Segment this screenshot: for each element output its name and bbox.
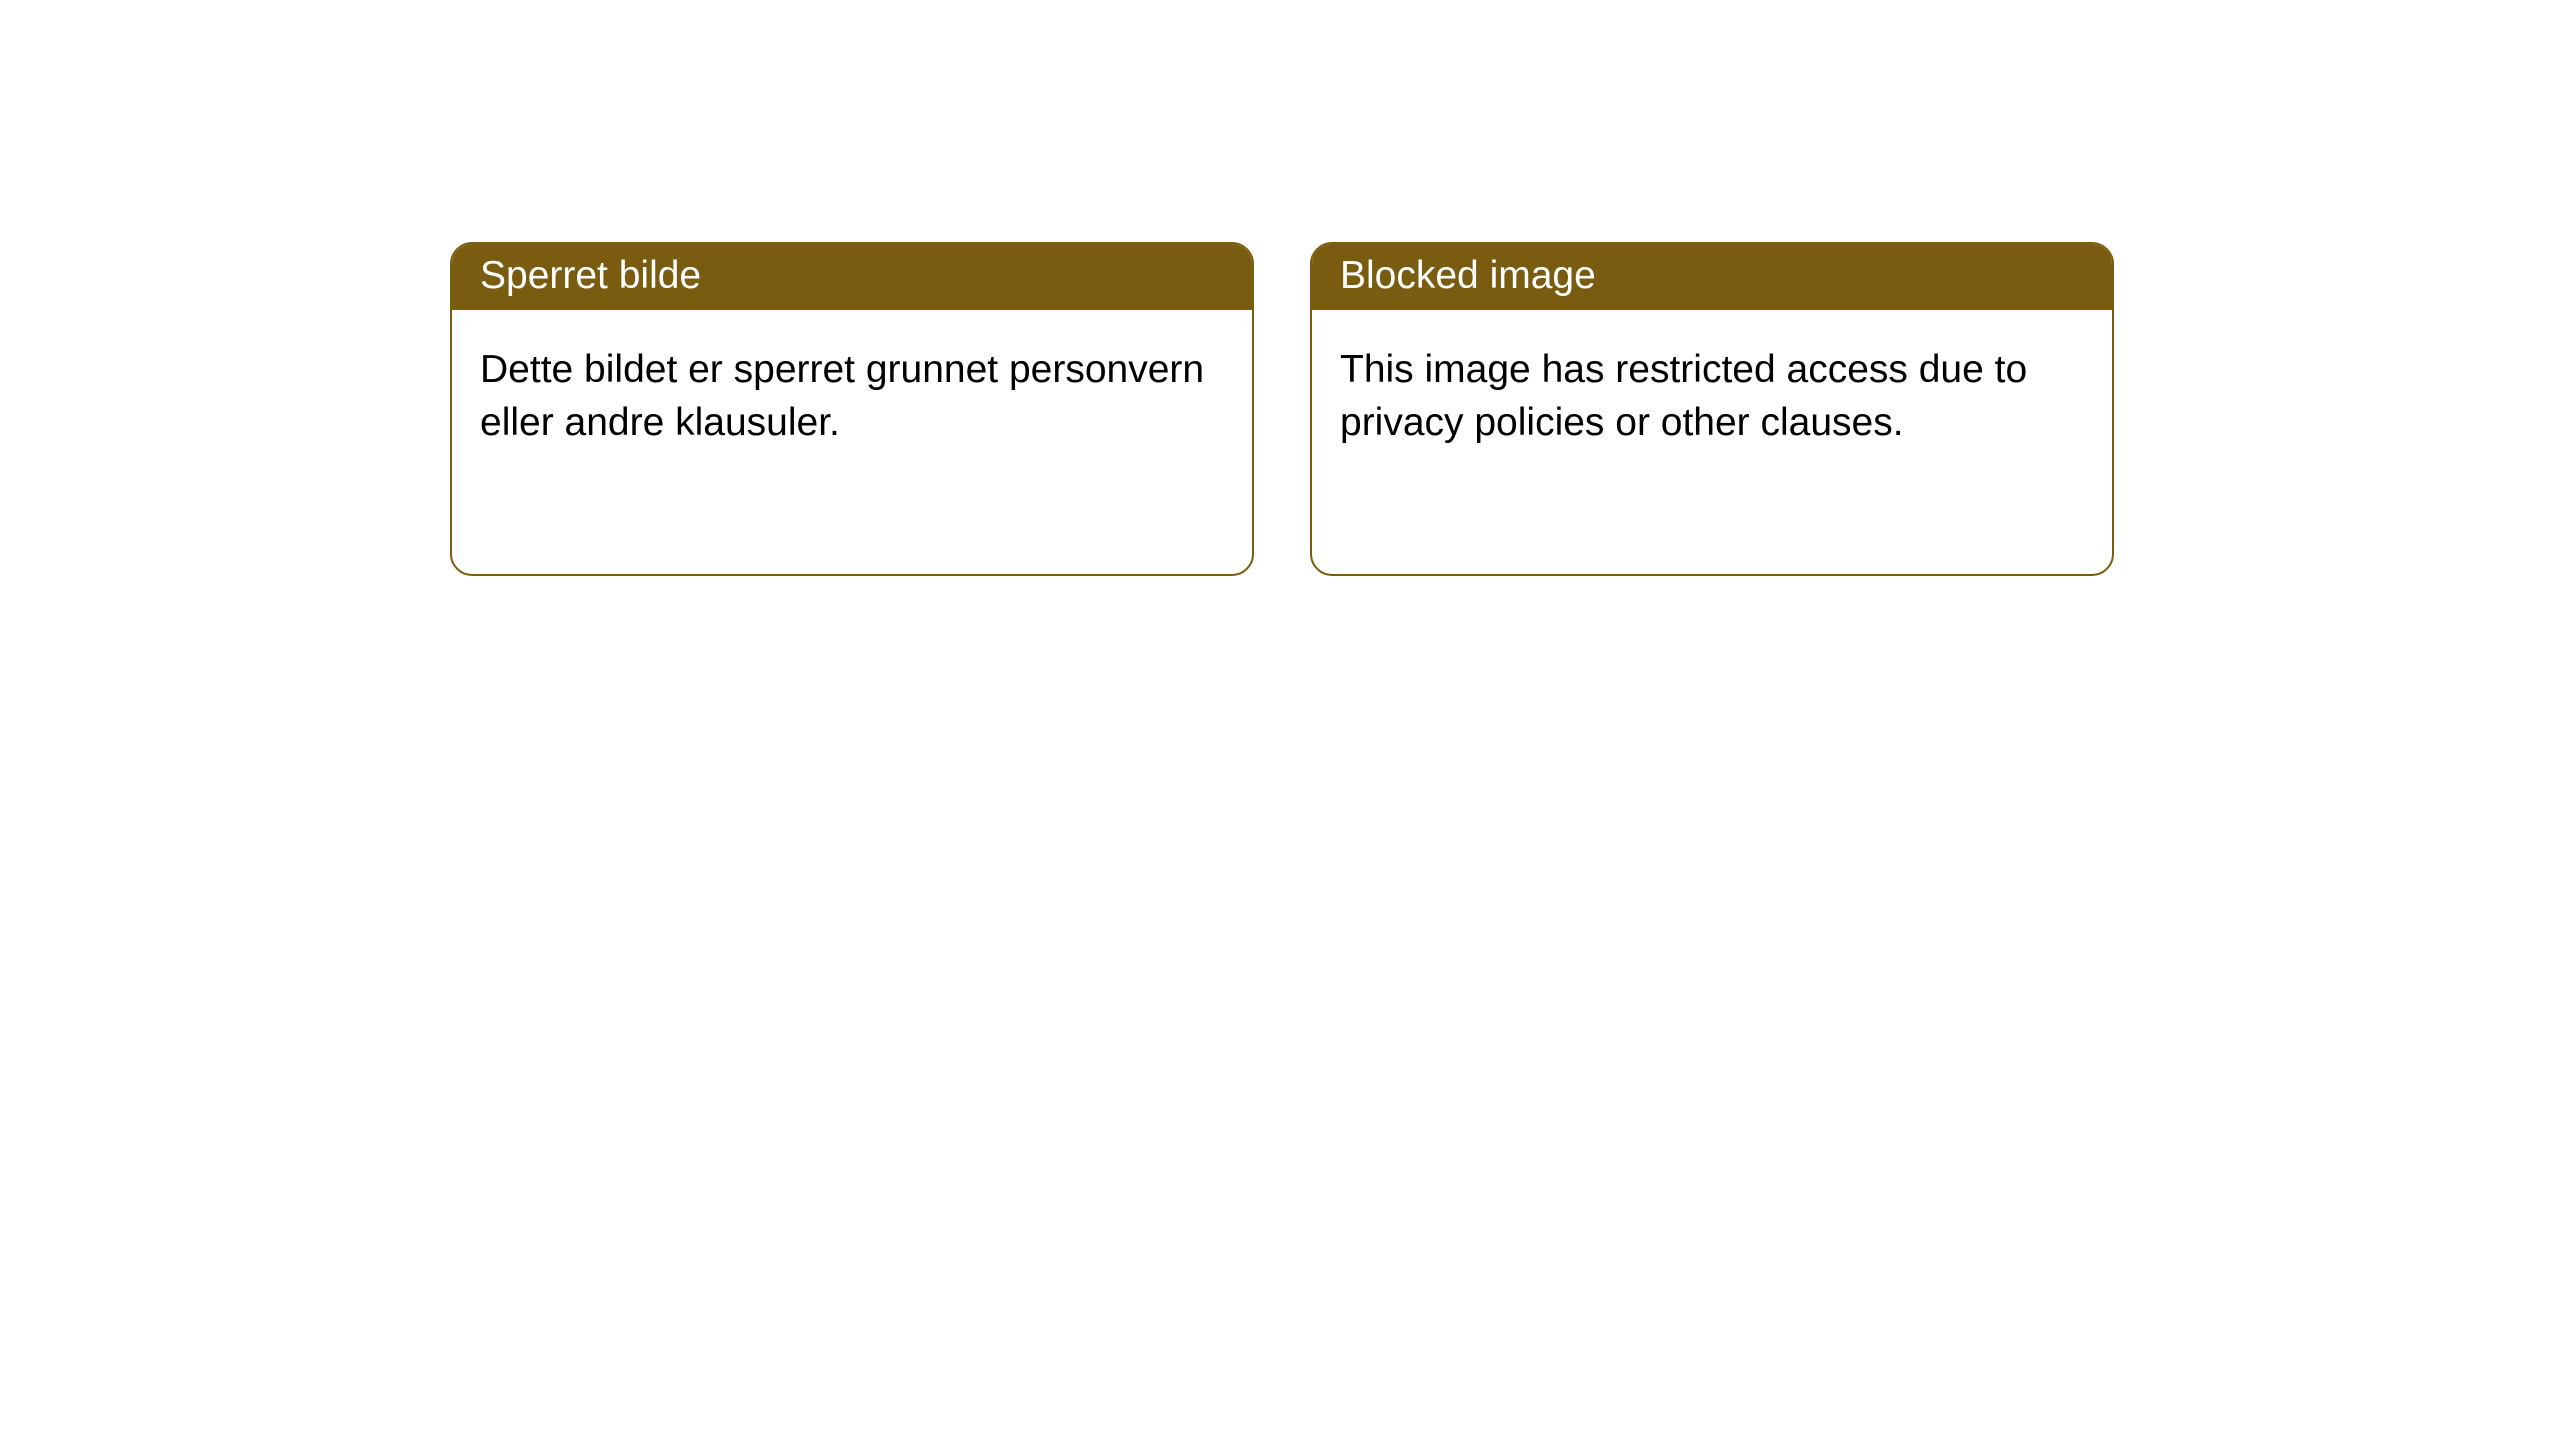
card-title: Blocked image [1340, 254, 1596, 297]
notice-card-english: Blocked image This image has restricted … [1310, 242, 2114, 576]
card-body-text: Dette bildet er sperret grunnet personve… [480, 348, 1204, 444]
notice-card-norwegian: Sperret bilde Dette bildet er sperret gr… [450, 242, 1254, 576]
notice-container: Sperret bilde Dette bildet er sperret gr… [0, 0, 2560, 576]
card-title: Sperret bilde [480, 254, 701, 297]
card-header: Sperret bilde [452, 244, 1252, 310]
card-header: Blocked image [1312, 244, 2112, 310]
card-body-text: This image has restricted access due to … [1340, 348, 2027, 444]
card-body: Dette bildet er sperret grunnet personve… [452, 310, 1252, 483]
card-body: This image has restricted access due to … [1312, 310, 2112, 483]
